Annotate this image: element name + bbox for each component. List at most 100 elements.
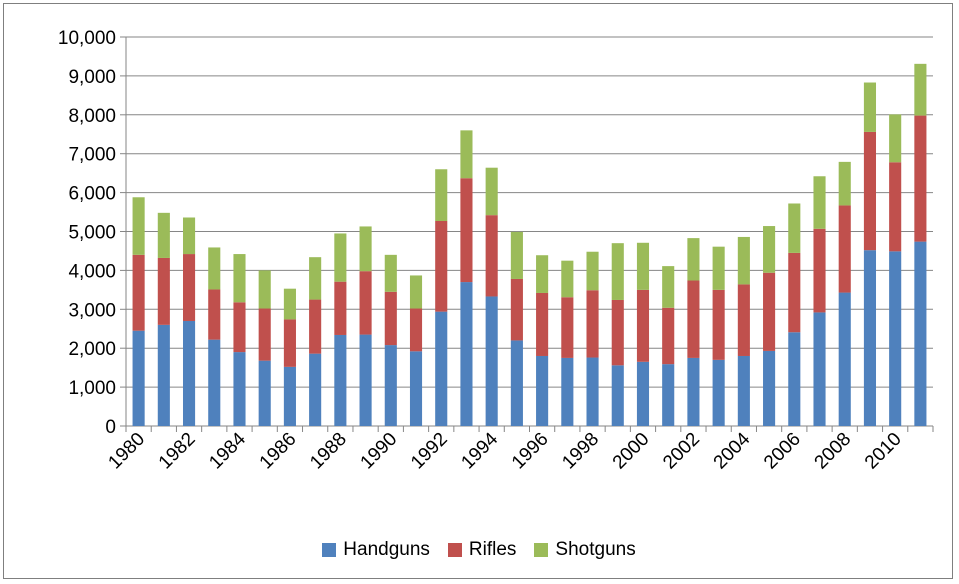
x-tick-label: 1988 bbox=[306, 429, 351, 474]
bar-rifles-1987 bbox=[309, 299, 322, 354]
bar-handguns-1998 bbox=[586, 357, 599, 426]
y-tick-label: 9,000 bbox=[68, 67, 116, 88]
bar-handguns-1995 bbox=[510, 340, 523, 426]
x-tick-label: 2004 bbox=[710, 428, 755, 473]
legend-item-shotguns: Shotguns bbox=[534, 539, 636, 561]
x-tick-label: 1990 bbox=[357, 429, 402, 474]
legend-swatch-handguns bbox=[322, 543, 337, 557]
bar-shotguns-1993 bbox=[460, 130, 473, 179]
bar-rifles-1998 bbox=[586, 290, 599, 358]
bar-shotguns-1991 bbox=[409, 275, 423, 309]
bar-rifles-1985 bbox=[258, 308, 271, 361]
bar-shotguns-2001 bbox=[662, 266, 675, 308]
bar-shotguns-2000 bbox=[636, 242, 650, 290]
bar-rifles-2001 bbox=[662, 307, 675, 365]
y-tick-label: 2,000 bbox=[68, 339, 116, 360]
bar-handguns-2003 bbox=[712, 359, 725, 426]
x-tick-label: 1986 bbox=[256, 429, 301, 474]
bar-handguns-1989 bbox=[359, 334, 372, 426]
chart-frame: 0 1,000 2,000 3,000 4,000 5,000 6,000 7,000 8,00… bbox=[3, 3, 953, 579]
x-tick-label: 1982 bbox=[155, 429, 200, 474]
y-tick-label: 8,000 bbox=[68, 106, 116, 127]
bar-handguns-2007 bbox=[813, 312, 826, 426]
bar-rifles-1984 bbox=[233, 302, 246, 353]
bar-rifles-1999 bbox=[611, 299, 624, 366]
bar-shotguns-1988 bbox=[334, 233, 347, 282]
bar-rifles-2000 bbox=[636, 289, 650, 362]
bar-rifles-2005 bbox=[763, 272, 776, 351]
bar-handguns-1999 bbox=[611, 365, 624, 426]
bar-handguns-1984 bbox=[233, 352, 246, 426]
bar-shotguns-1992 bbox=[435, 169, 448, 221]
x-tick-label: 2006 bbox=[760, 429, 805, 474]
bar-shotguns-1986 bbox=[283, 288, 296, 320]
bar-rifles-2008 bbox=[838, 205, 851, 293]
bar-handguns-1992 bbox=[435, 311, 448, 426]
bar-handguns-2008 bbox=[838, 292, 851, 426]
bar-shotguns-2003 bbox=[712, 246, 725, 290]
bar-rifles-1993 bbox=[460, 178, 473, 283]
y-tick-label: 10,000 bbox=[58, 28, 116, 49]
bar-shotguns-1998 bbox=[586, 251, 599, 291]
bar-rifles-1994 bbox=[485, 215, 498, 297]
bar-rifles-1989 bbox=[359, 271, 372, 335]
bar-handguns-1987 bbox=[309, 353, 322, 426]
bar-shotguns-1994 bbox=[485, 167, 498, 216]
bar-rifles-1983 bbox=[208, 289, 221, 340]
bar-handguns-2005 bbox=[763, 350, 776, 426]
bar-shotguns-1990 bbox=[384, 254, 397, 292]
bar-shotguns-1996 bbox=[536, 255, 549, 293]
bar-shotguns-2008 bbox=[838, 161, 851, 206]
bar-shotguns-2007 bbox=[813, 176, 826, 229]
bar-rifles-1988 bbox=[334, 281, 347, 335]
bar-handguns-2011 bbox=[914, 241, 927, 426]
bar-rifles-1986 bbox=[283, 319, 296, 367]
bar-shotguns-1989 bbox=[359, 226, 372, 272]
bar-rifles-1995 bbox=[510, 278, 523, 341]
bar-handguns-1980 bbox=[132, 330, 145, 426]
legend-label-shotguns: Shotguns bbox=[555, 539, 636, 560]
bar-handguns-2006 bbox=[788, 332, 801, 426]
bar-handguns-1983 bbox=[208, 339, 221, 426]
bar-rifles-2009 bbox=[863, 131, 877, 251]
y-tick-label: 3,000 bbox=[68, 300, 116, 321]
bar-handguns-1993 bbox=[460, 282, 473, 426]
stacked-bar-chart: 0 1,000 2,000 3,000 4,000 5,000 6,000 7,000 8,00… bbox=[58, 28, 934, 474]
bar-handguns-1982 bbox=[182, 320, 196, 426]
y-tick-label: 5,000 bbox=[68, 223, 116, 244]
legend-swatch-rifles bbox=[447, 543, 462, 557]
y-tick-label: 4,000 bbox=[68, 261, 116, 282]
bar-handguns-1988 bbox=[334, 334, 347, 426]
bar-shotguns-2006 bbox=[788, 203, 801, 253]
x-tick-label: 1994 bbox=[457, 428, 502, 473]
bar-handguns-2002 bbox=[687, 357, 700, 426]
bar-handguns-1996 bbox=[536, 355, 549, 426]
x-tick-label: 2000 bbox=[609, 429, 654, 474]
bar-rifles-2006 bbox=[788, 252, 801, 333]
bar-handguns-1986 bbox=[283, 366, 296, 426]
bar-rifles-1981 bbox=[157, 257, 170, 325]
bar-shotguns-1981 bbox=[157, 212, 170, 258]
bar-rifles-2002 bbox=[687, 280, 700, 358]
chart-legend: Handguns Rifles Shotguns bbox=[4, 538, 954, 562]
x-tick-label: 2008 bbox=[811, 429, 856, 474]
bar-rifles-2011 bbox=[914, 115, 927, 242]
bar-rifles-1982 bbox=[182, 254, 196, 321]
x-tick-label: 2002 bbox=[659, 429, 704, 474]
y-tick-label: 7,000 bbox=[68, 145, 116, 166]
bar-handguns-1985 bbox=[258, 360, 271, 426]
y-tick-label: 1,000 bbox=[68, 378, 116, 399]
bar-rifles-1997 bbox=[561, 297, 574, 358]
x-tick-label: 1996 bbox=[508, 429, 553, 474]
legend-item-handguns: Handguns bbox=[322, 539, 430, 561]
x-tick-label: 1998 bbox=[558, 429, 603, 474]
bar-handguns-1994 bbox=[485, 296, 498, 426]
bar-shotguns-2005 bbox=[763, 226, 776, 273]
bar-handguns-2001 bbox=[662, 364, 675, 426]
bar-rifles-2007 bbox=[813, 228, 826, 313]
bar-shotguns-1995 bbox=[510, 231, 523, 279]
y-tick-label: 6,000 bbox=[68, 184, 116, 205]
bar-shotguns-1983 bbox=[208, 247, 221, 290]
legend-label-rifles: Rifles bbox=[468, 539, 517, 560]
bar-handguns-1990 bbox=[384, 345, 397, 426]
